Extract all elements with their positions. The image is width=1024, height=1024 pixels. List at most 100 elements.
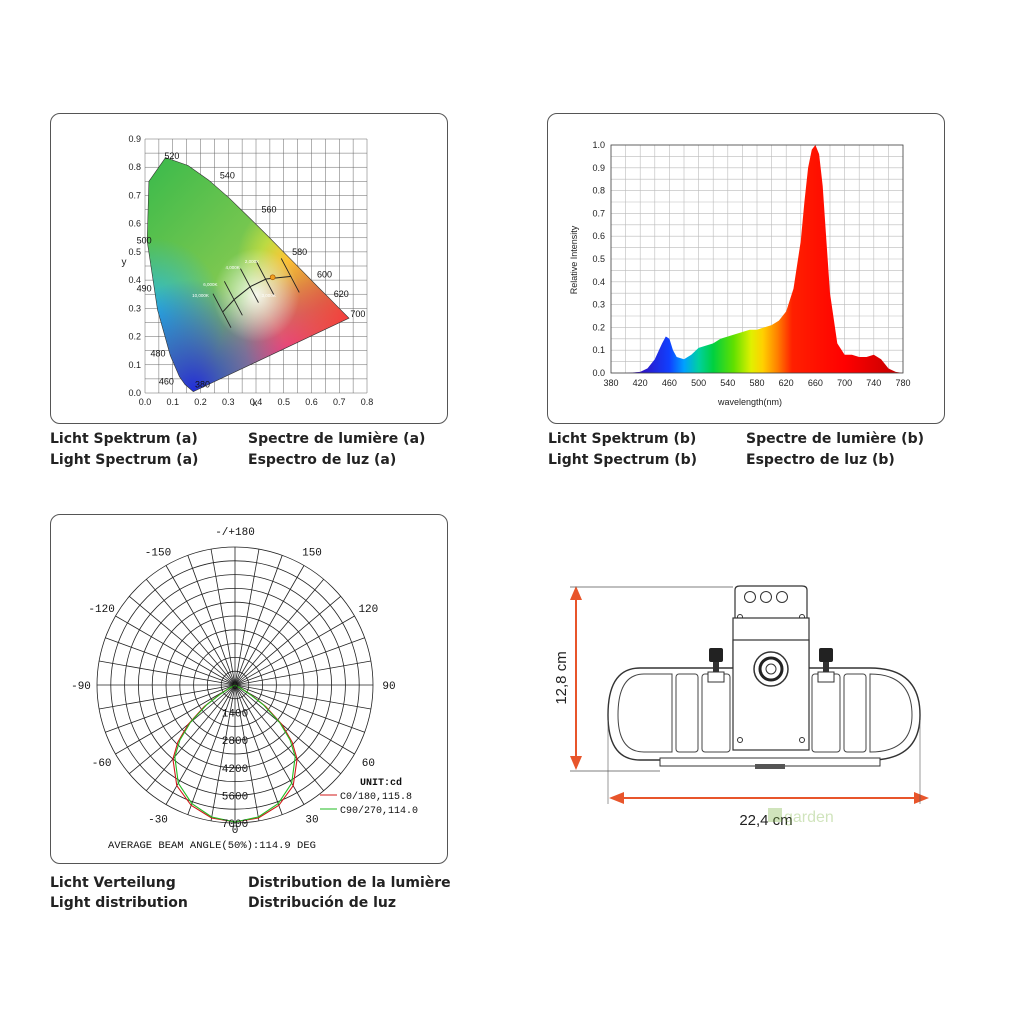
polar-spoke bbox=[99, 684, 236, 710]
cie-y-tick: 0.2 bbox=[128, 332, 141, 342]
cct-isotherm bbox=[255, 260, 275, 296]
watermark-logo: garden bbox=[768, 808, 834, 826]
spectrum-y-axis-label: Relative Intensity bbox=[569, 225, 579, 294]
caption-spectrum-a-de: Licht Spektrum (a) bbox=[50, 431, 198, 447]
cie-x-tick: 0.1 bbox=[166, 397, 179, 407]
cct-isotherm bbox=[223, 281, 243, 316]
polar-radial-tick: 7000 bbox=[222, 819, 248, 831]
spectrum-y-tick: 0.7 bbox=[592, 208, 605, 218]
polar-spoke bbox=[129, 684, 236, 775]
cie-y-tick: 0.6 bbox=[128, 219, 141, 229]
caption-spectrum-a-es: Espectro de luz (a) bbox=[248, 452, 397, 468]
width-dimension-line bbox=[607, 720, 929, 804]
spectral-locus bbox=[146, 157, 350, 392]
polar-spoke bbox=[187, 684, 236, 815]
polar-angle-label: -120 bbox=[88, 604, 114, 616]
polar-radial-tick: 4200 bbox=[222, 764, 248, 776]
polar-spoke bbox=[187, 555, 236, 686]
polar-spoke bbox=[165, 684, 236, 805]
cie-x-tick: 0.5 bbox=[277, 397, 290, 407]
polar-angle-label: 0 bbox=[232, 825, 239, 837]
spectrum-x-tick: 380 bbox=[603, 378, 618, 388]
spectrum-y-tick: 0.6 bbox=[592, 231, 605, 241]
cie-y-tick: 0.9 bbox=[128, 134, 141, 144]
cie-y-tick: 0.0 bbox=[128, 388, 141, 398]
polar-angle-label: 30 bbox=[305, 814, 318, 826]
tension-knob-left-icon bbox=[709, 648, 723, 672]
caption-spectrum-a-en: Light Spectrum (a) bbox=[50, 452, 199, 468]
beam-angle-label: AVERAGE BEAM ANGLE(50%):114.9 DEG bbox=[108, 840, 316, 852]
spectrum-x-tick: 580 bbox=[749, 378, 764, 388]
caption-distribution-de: Licht Verteilung bbox=[50, 875, 176, 891]
polar-radial-tick: 5600 bbox=[222, 791, 248, 803]
spectrum-x-tick: 620 bbox=[779, 378, 794, 388]
spectrum-y-tick: 0.3 bbox=[592, 300, 605, 310]
spectrum-chart: 380 420 460 500 540 580 620 660 700 740 780 0.0 0.1… bbox=[569, 140, 911, 407]
polar-panel: -/+180 150 -150 120 -120 90 -90 60 -60 30 -30 0 0 14… bbox=[50, 514, 448, 864]
cie-y-tick: 0.8 bbox=[128, 162, 141, 172]
polar-angle-label: 120 bbox=[358, 604, 378, 616]
cct-isotherm bbox=[240, 268, 259, 303]
cie-panel: 0.0 0.1 0.2 0.3 0.4 0.5 0.6 0.7 0.8 0.9 0.8 0.7 0.6… bbox=[50, 113, 448, 424]
caption-spectrum-a-fr: Spectre de lumière (a) bbox=[248, 431, 426, 447]
cie-y-tick: 0.4 bbox=[128, 275, 141, 285]
cie-y-tick: 0.5 bbox=[128, 247, 141, 257]
cie-x-tick: 0.3 bbox=[222, 397, 235, 407]
spectrum-x-tick: 500 bbox=[691, 378, 706, 388]
cie-x-tick: 0.0 bbox=[139, 397, 152, 407]
cct-label: 2,000K bbox=[245, 259, 259, 264]
wavelength-label: 490 bbox=[137, 284, 152, 294]
spectrum-y-tick: 1.0 bbox=[592, 140, 605, 150]
caption-spectrum-b-de: Licht Spektrum (b) bbox=[548, 431, 697, 447]
wavelength-label: 560 bbox=[262, 205, 277, 215]
cie-x-tick: 0.7 bbox=[333, 397, 346, 407]
caption-distribution-es: Distribución de luz bbox=[248, 895, 396, 911]
polar-angle-label: -150 bbox=[145, 548, 171, 560]
spectrum-x-tick: 740 bbox=[866, 378, 881, 388]
polar-spoke bbox=[234, 555, 283, 686]
polar-spoke bbox=[234, 684, 355, 755]
polar-radial-ticks: 0 1400 2800 4200 5600 7000 bbox=[222, 681, 248, 831]
wavelength-label: 620 bbox=[334, 289, 349, 299]
polar-unit-label: UNIT:cd bbox=[360, 777, 402, 789]
cie-x-tick: 0.6 bbox=[305, 397, 318, 407]
spectrum-x-axis-label: wavelength(nm) bbox=[717, 397, 782, 407]
cie-x-axis-label: x bbox=[253, 398, 258, 409]
caption-distribution-fr: Distribution de la lumière bbox=[248, 875, 451, 891]
cct-isotherm bbox=[212, 293, 232, 328]
cie-x-ticks: 0.0 0.1 0.2 0.3 0.4 0.5 0.6 0.7 0.8 bbox=[139, 397, 374, 407]
spectrum-y-tick: 0.4 bbox=[592, 277, 605, 287]
lamp-housing bbox=[607, 639, 921, 769]
wavelength-label: 380 bbox=[195, 380, 210, 390]
cct-label: 10,000K bbox=[192, 293, 209, 298]
chromaticity-point bbox=[269, 274, 276, 281]
width-label: 22,4 cm bbox=[739, 812, 792, 829]
polar-spoke bbox=[165, 565, 236, 686]
wavelength-label: 580 bbox=[292, 247, 307, 257]
cct-isotherms bbox=[212, 258, 300, 328]
polar-angle-label: 60 bbox=[362, 758, 375, 770]
cct-isotherm bbox=[280, 258, 300, 293]
polar-spoke bbox=[115, 615, 236, 686]
polar-spoke bbox=[234, 565, 305, 686]
polar-angle-label: -30 bbox=[148, 814, 168, 826]
polar-angle-labels: -/+180 150 -150 120 -120 90 -90 60 -60 30 -30 0 bbox=[71, 527, 396, 837]
spectrum-x-ticks: 380 420 460 500 540 580 620 660 700 740 780 bbox=[603, 378, 910, 388]
spectrum-y-tick: 0.5 bbox=[592, 254, 605, 264]
polar-radial-tick: 2800 bbox=[222, 736, 248, 748]
height-label: 12,8 cm bbox=[553, 651, 570, 704]
legend-label-c0: C0/180,115.8 bbox=[340, 791, 412, 803]
height-dimension-line bbox=[570, 586, 733, 772]
caption-spectrum-b-fr: Spectre de lumière (b) bbox=[746, 431, 924, 447]
cie-chart: 0.0 0.1 0.2 0.3 0.4 0.5 0.6 0.7 0.8 0.9 0.8 0.7 0.6… bbox=[122, 134, 374, 409]
polar-spoke bbox=[129, 595, 236, 686]
spectrum-area bbox=[611, 145, 903, 373]
cie-x-tick: 0.4 bbox=[250, 397, 263, 407]
tension-knob-right-icon bbox=[819, 648, 833, 672]
spectrum-x-tick: 700 bbox=[837, 378, 852, 388]
cct-label: 3,000K bbox=[262, 293, 276, 298]
cct-label: 6,000K bbox=[203, 282, 217, 287]
polar-spoke bbox=[105, 684, 236, 733]
spectrum-plot-frame bbox=[610, 144, 904, 374]
polar-spoke bbox=[234, 684, 325, 791]
